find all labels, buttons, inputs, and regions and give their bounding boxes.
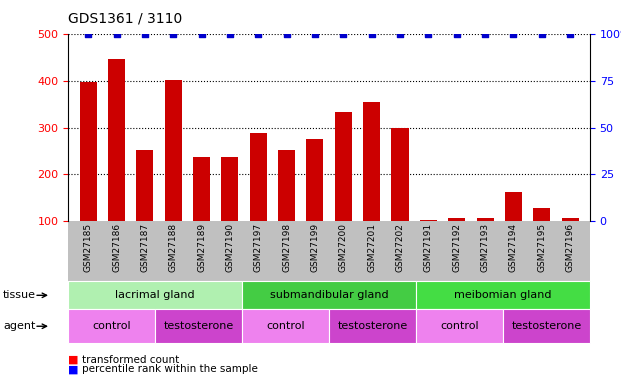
Point (537, 31, 546, 37)
Bar (137, 150, 153, 221)
Text: transformed count: transformed count (82, 355, 179, 365)
Bar (533, 208, 550, 221)
Text: ■: ■ (68, 355, 79, 365)
Bar (476, 218, 494, 221)
Text: control: control (93, 321, 131, 331)
Bar (222, 157, 238, 221)
Text: testosterone: testosterone (511, 321, 582, 331)
Point (112, 31, 122, 37)
Bar (165, 80, 182, 221)
Point (480, 31, 490, 37)
Point (225, 31, 235, 37)
Bar (391, 128, 409, 221)
Text: agent: agent (3, 321, 35, 331)
Bar (335, 112, 352, 221)
Bar (505, 192, 522, 221)
Bar (79, 82, 97, 221)
Text: control: control (440, 321, 479, 331)
Point (509, 31, 519, 37)
Text: testosterone: testosterone (337, 321, 408, 331)
Text: ■: ■ (68, 364, 79, 374)
Text: percentile rank within the sample: percentile rank within the sample (82, 364, 258, 374)
Point (197, 31, 207, 37)
Point (451, 31, 461, 37)
Point (565, 31, 575, 37)
Point (83, 31, 93, 37)
Point (282, 31, 292, 37)
Point (310, 31, 320, 37)
Bar (193, 157, 210, 221)
Text: GDS1361 / 3110: GDS1361 / 3110 (68, 11, 183, 25)
Point (366, 31, 376, 37)
Point (338, 31, 348, 37)
Bar (448, 218, 465, 221)
Point (424, 31, 433, 37)
Bar (306, 139, 324, 221)
Bar (108, 58, 125, 221)
Bar (363, 102, 380, 221)
Text: testosterone: testosterone (163, 321, 234, 331)
Bar (561, 218, 579, 221)
Bar (250, 133, 267, 221)
Text: lacrimal gland: lacrimal gland (116, 290, 195, 300)
Text: submandibular gland: submandibular gland (270, 290, 389, 300)
Bar (420, 220, 437, 221)
Text: meibomian gland: meibomian gland (454, 290, 552, 300)
Text: control: control (266, 321, 305, 331)
Bar (278, 150, 295, 221)
Text: tissue: tissue (3, 290, 36, 300)
Point (253, 31, 263, 37)
Point (140, 31, 150, 37)
Point (395, 31, 405, 37)
Point (168, 31, 178, 37)
